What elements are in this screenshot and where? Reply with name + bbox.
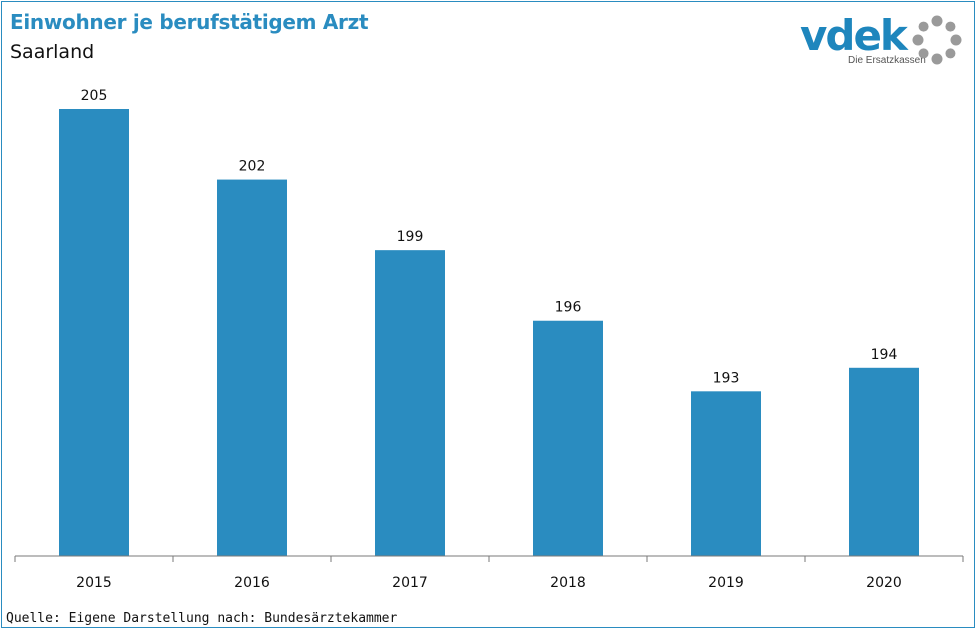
logo-ring-dot <box>950 34 962 46</box>
bar-2017 <box>375 250 445 556</box>
logo-ring-icon <box>912 15 962 65</box>
x-tick-label-2019: 2019 <box>708 575 744 591</box>
data-label-2019: 193 <box>713 370 740 386</box>
logo-ring-dot <box>912 34 924 46</box>
x-tick-label-2015: 2015 <box>76 575 112 591</box>
x-tick-label-2016: 2016 <box>234 575 270 591</box>
logo-ring-dot <box>918 21 929 32</box>
source-note: Quelle: Eigene Darstellung nach: Bundesä… <box>6 611 398 626</box>
logo-ring-dot <box>931 53 943 65</box>
data-label-2018: 196 <box>555 300 582 316</box>
bar-2015 <box>59 109 129 556</box>
logo-ring-dot <box>931 15 943 27</box>
chart-subtitle: Saarland <box>10 41 95 63</box>
data-label-2016: 202 <box>239 159 266 175</box>
chart-title: Einwohner je berufstätigem Arzt <box>10 10 369 34</box>
bar-2016 <box>217 179 287 556</box>
vdek-logo: vdek Die Ersatzkassen <box>800 10 965 72</box>
logo-ring-dot <box>945 21 956 32</box>
x-tick-label-2017: 2017 <box>392 575 428 591</box>
data-label-2015: 205 <box>81 88 108 104</box>
logo-tagline: Die Ersatzkassen <box>848 55 926 66</box>
bar-2020 <box>849 367 919 556</box>
bar-2018 <box>533 320 603 556</box>
logo-ring-dot <box>918 48 929 59</box>
bar-2019 <box>691 391 761 556</box>
x-tick-label-2018: 2018 <box>550 575 586 591</box>
data-label-2017: 199 <box>397 229 424 245</box>
data-label-2020: 194 <box>871 347 898 363</box>
logo-ring-dot <box>945 48 956 59</box>
logo-wordmark: vdek <box>800 11 908 60</box>
x-tick-label-2020: 2020 <box>866 575 902 591</box>
